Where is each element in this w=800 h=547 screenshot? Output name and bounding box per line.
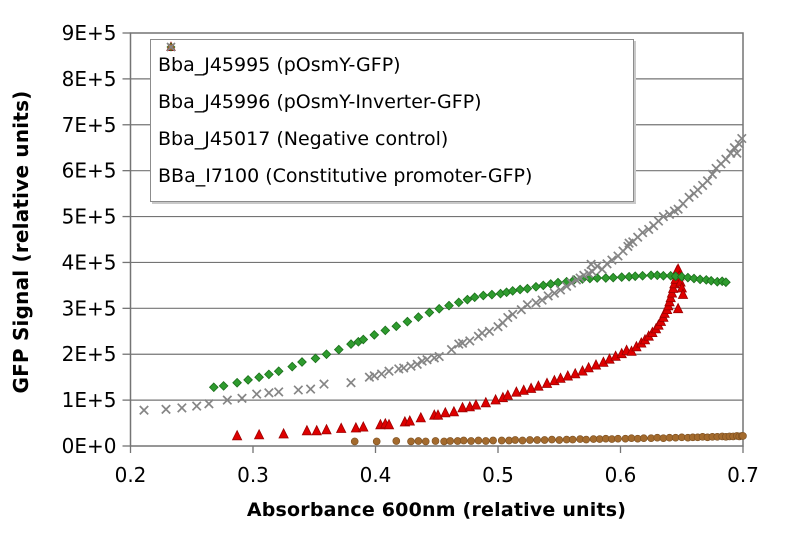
- y-tick-label: 8E+5: [62, 67, 117, 91]
- legend-item-bba-j45996-posmy-inverter-gfp: Bba_J45996 (pOsmY-Inverter-GFP): [151, 42, 633, 119]
- y-tick-label: 2E+5: [62, 342, 117, 366]
- y-axis-ticks: 0E+0 1E+5 2E+5 3E+5 4E+5 5E+5 6E+5 7E+5 8E+5 9E+5: [62, 21, 131, 458]
- y-tick-label: 1E+5: [62, 388, 117, 412]
- plot-border: [129, 32, 744, 447]
- y-axis-title: GFP Signal (relative units): [9, 90, 33, 394]
- legend-item-bba-i7100-constitutive-promoter-gfp: BBa_I7100 (Constitutive promoter-GFP): [151, 42, 633, 193]
- legend-label: Bba_J45995 (pOsmY-GFP): [158, 53, 401, 76]
- legend-item-bba-j45995-posmy-gfp: Bba_J45995 (pOsmY-GFP): [151, 41, 633, 82]
- y-tick-label: 0E+0: [62, 434, 117, 458]
- x-tick-label: 0.2: [115, 463, 147, 487]
- series-bba-j45996-posmy-inverter-gfp: [208, 270, 731, 393]
- y-tick-label: 6E+5: [62, 159, 117, 183]
- series-bba-j45995-posmy-gfp: [231, 263, 689, 441]
- x-tick-label: 0.7: [727, 463, 759, 487]
- x-tick-label: 0.6: [605, 463, 637, 487]
- series-bba-i7100-constitutive-promoter-gfp: [139, 133, 747, 416]
- x-tick-label: 0.4: [360, 463, 392, 487]
- y-tick-label: 7E+5: [62, 113, 117, 137]
- x-tick-label: 0.5: [482, 463, 514, 487]
- y-tick-label: 9E+5: [62, 21, 117, 45]
- series-bba-j45017-negative-control: [350, 432, 747, 446]
- x-axis-title: Absorbance 600nm (relative units): [246, 499, 627, 521]
- legend-item-bba-j45017-negative-control: Bba_J45017 (Negative control): [151, 43, 633, 156]
- y-tick-label: 4E+5: [62, 250, 117, 274]
- y-tick-label: 3E+5: [62, 296, 117, 320]
- legend-label: Bba_J45996 (pOsmY-Inverter-GFP): [158, 90, 482, 113]
- legend-label: BBa_I7100 (Constitutive promoter-GFP): [158, 165, 533, 188]
- x-marker-icon: [166, 42, 176, 52]
- legend: Bba_J45995 (pOsmY-GFP) Bba_J45996 (pOsmY-…: [150, 39, 634, 202]
- x-axis-ticks: 0.2 0.3 0.4 0.5 0.6 0.7: [115, 446, 759, 487]
- legend-label: Bba_J45017 (Negative control): [158, 128, 449, 151]
- y-tick-label: 5E+5: [62, 205, 117, 229]
- x-tick-label: 0.3: [237, 463, 269, 487]
